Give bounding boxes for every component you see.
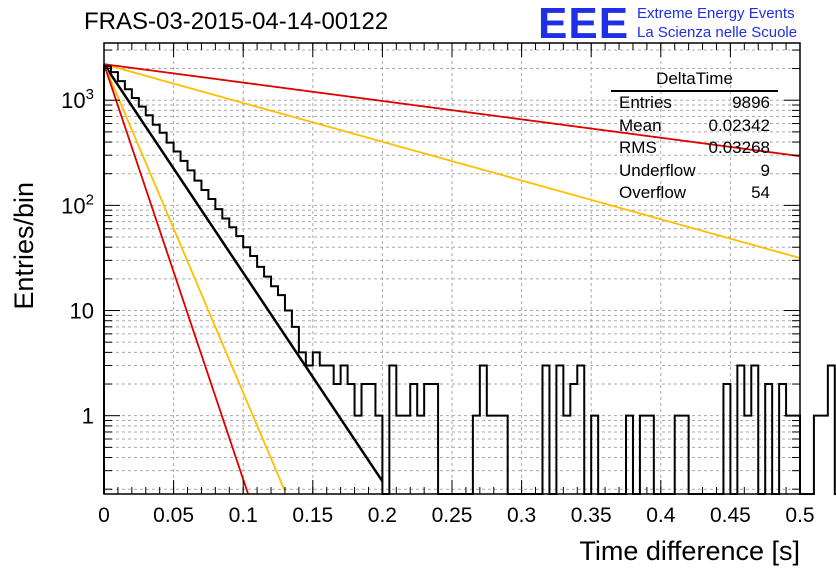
logo-line-1: Extreme Energy Events xyxy=(637,5,795,22)
y-tick-label: 1 xyxy=(82,404,94,429)
stats-value: 0.03268 xyxy=(708,138,770,157)
fit-curve xyxy=(103,63,250,495)
x-tick-label: 0.05 xyxy=(153,504,194,527)
logo-caption: Extreme Energy Events La Scienza nelle S… xyxy=(637,4,797,42)
fit-curves xyxy=(102,63,801,495)
stats-row-underflow: Underflow 9 xyxy=(611,160,778,183)
y-axis-label: Entries/bin xyxy=(9,182,39,310)
fit-curve xyxy=(102,63,384,482)
stats-row-overflow: Overflow 54 xyxy=(611,182,778,205)
x-tick-label: 0.45 xyxy=(710,504,751,527)
stats-label: RMS xyxy=(619,138,657,157)
stats-row-mean: Mean 0.02342 xyxy=(611,115,778,138)
x-tick-label: 0.35 xyxy=(571,504,612,527)
x-tick-label: 0 xyxy=(98,504,110,527)
x-tick-label: 0.1 xyxy=(229,504,258,527)
stats-name: DeltaTime xyxy=(611,68,778,92)
plot-title: FRAS-03-2015-04-14-00122 xyxy=(84,8,389,35)
logo-line-2: La Scienza nelle Scuole xyxy=(637,24,798,41)
stats-label: Entries xyxy=(619,93,672,112)
x-axis-label: Time difference [s] xyxy=(579,536,800,566)
y-tick-label: 102 xyxy=(61,191,94,218)
stats-row-entries: Entries 9896 xyxy=(611,92,778,115)
axis-ticks xyxy=(103,43,801,494)
stats-value: 0.02342 xyxy=(708,115,770,135)
stats-label: Overflow xyxy=(619,183,687,202)
x-tick-label: 0.5 xyxy=(785,504,814,527)
tick-labels: 0 0.05 0.1 0.15 0.2 0.25 0.3 0.35 0.4 0.45 0.5 1 10 1… xyxy=(61,86,814,527)
stats-label: Underflow xyxy=(619,160,696,180)
fit-curve xyxy=(103,63,801,158)
x-tick-label: 0.3 xyxy=(507,504,536,527)
fit-curve xyxy=(103,63,286,492)
eee-logo-mark: EEE xyxy=(538,0,630,48)
y-tick-label: 103 xyxy=(61,86,94,113)
stats-value: 9 xyxy=(760,160,770,180)
eee-logo: EEE Extreme Energy Events La Scienza nel… xyxy=(538,0,797,48)
y-tick-label: 10 xyxy=(70,299,94,324)
stats-value: 54 xyxy=(751,183,770,202)
stats-value: 9896 xyxy=(732,93,770,112)
x-tick-label: 0.15 xyxy=(292,504,333,527)
x-tick-label: 0.4 xyxy=(646,504,676,527)
fit-curve xyxy=(103,63,801,259)
grid-lines xyxy=(104,43,800,494)
x-tick-label: 0.25 xyxy=(432,504,473,527)
stats-label: Mean xyxy=(619,115,662,135)
x-tick-label: 0.2 xyxy=(368,504,397,527)
stats-row-rms: RMS 0.03268 xyxy=(611,137,778,160)
stats-box: DeltaTime Entries 9896 Mean 0.02342 RMS 0.0… xyxy=(611,68,778,205)
